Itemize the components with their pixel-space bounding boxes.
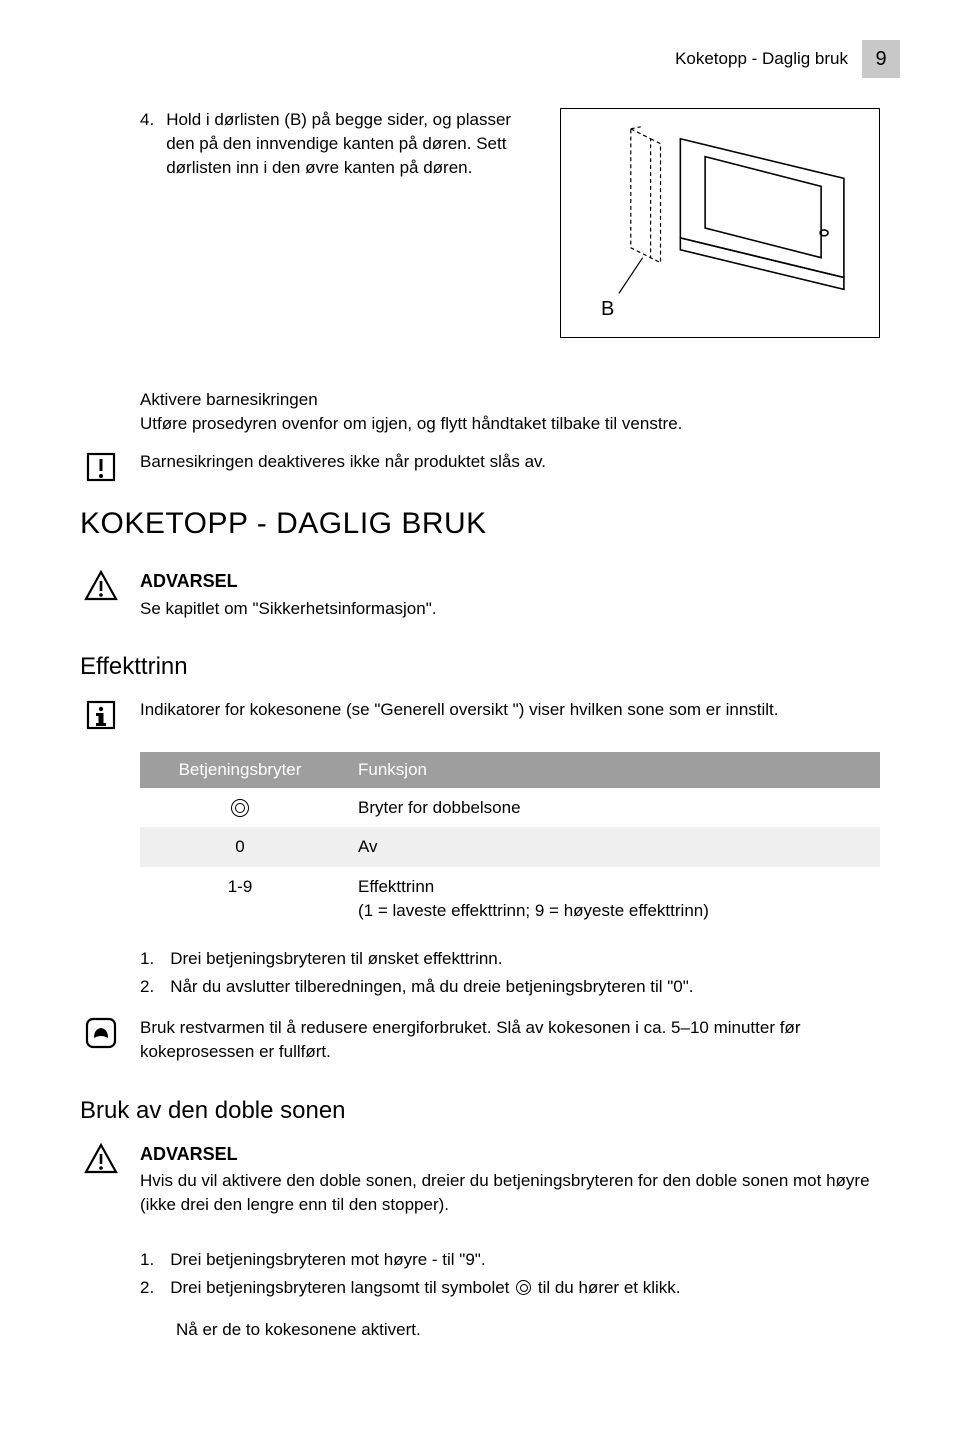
list-item: 2. Drei betjeningsbryteren langsomt til … [140, 1274, 880, 1302]
warning-triangle-icon [84, 569, 118, 603]
final-line: Nå er de to kokesonene aktivert. [176, 1318, 880, 1342]
activate-section: Aktivere barnesikringen Utføre prosedyre… [140, 388, 880, 473]
col-funksjon: Funksjon [340, 752, 880, 788]
advarsel1-body: Se kapitlet om "Sikkerhetsinformasjon". [140, 597, 880, 621]
activate-body: Utføre prosedyren ovenfor om igjen, og f… [140, 412, 880, 436]
step4-number: 4. [140, 108, 154, 179]
list-item: 2. Når du avslutter tilberedningen, må d… [140, 973, 880, 1001]
diagram-b-label: B [601, 295, 614, 323]
function-table: Betjeningsbryter Funksjon Bryter for dob… [140, 752, 880, 931]
info-line: Indikatorer for kokesonene (se "Generell… [140, 698, 880, 722]
double-zone-icon [231, 799, 249, 817]
list-item: 1. Drei betjeningsbryteren til ønsket ef… [140, 945, 880, 973]
col-bryter: Betjeningsbryter [140, 752, 340, 788]
effekt-heading: Effekttrinn [80, 650, 880, 684]
caution-icon [84, 450, 118, 484]
table-row: Bryter for dobbelsone [140, 788, 880, 828]
cell: Effekttrinn (1 = laveste effekttrinn; 9 … [340, 867, 880, 931]
door-diagram: B [560, 108, 880, 338]
double-heading: Bruk av den doble sonen [80, 1094, 880, 1128]
info-icon [84, 698, 118, 732]
eco-text: Bruk restvarmen til å redusere energifor… [140, 1016, 880, 1064]
eco-tip: Bruk restvarmen til å redusere energifor… [140, 1016, 880, 1064]
cell: 0 [140, 827, 340, 867]
steps-after-table: 1. Drei betjeningsbryteren til ønsket ef… [140, 945, 880, 1001]
page-number: 9 [862, 40, 900, 78]
info-section: Indikatorer for kokesonene (se "Generell… [140, 698, 880, 722]
step2-composite: Drei betjeningsbryteren langsomt til sym… [170, 1276, 680, 1300]
cell: Av [340, 827, 880, 867]
advarsel1-title: ADVARSEL [140, 569, 880, 594]
advarsel-2: ADVARSEL Hvis du vil aktivere den doble … [140, 1142, 880, 1217]
main-heading: KOKETOPP - DAGLIG BRUK [80, 503, 880, 545]
advarsel2-title: ADVARSEL [140, 1142, 880, 1167]
table-row: 0 Av [140, 827, 880, 867]
cell: Bryter for dobbelsone [340, 788, 880, 828]
warning-triangle-icon [84, 1142, 118, 1176]
advarsel2-body: Hvis du vil aktivere den doble sonen, dr… [140, 1169, 880, 1217]
step4-row: 4. Hold i dørlisten (B) på begge sider, … [140, 108, 880, 338]
activate-note: Barnesikringen deaktiveres ikke når prod… [140, 450, 880, 474]
table-row: 1-9 Effekttrinn (1 = laveste effekttrinn… [140, 867, 880, 931]
double-zone-icon [516, 1280, 531, 1295]
page-header: Koketopp - Daglig bruk 9 [140, 40, 900, 78]
cell: 1-9 [140, 867, 340, 931]
step4-text: Hold i dørlisten (B) på begge sider, og … [166, 108, 530, 179]
advarsel-1: ADVARSEL Se kapitlet om "Sikkerhetsinfor… [140, 569, 880, 620]
eco-icon [84, 1016, 118, 1050]
list-item: 1. Drei betjeningsbryteren mot høyre - t… [140, 1246, 880, 1274]
final-steps: 1. Drei betjeningsbryteren mot høyre - t… [140, 1246, 880, 1302]
header-title: Koketopp - Daglig bruk [675, 47, 848, 71]
activate-heading: Aktivere barnesikringen [140, 388, 880, 412]
